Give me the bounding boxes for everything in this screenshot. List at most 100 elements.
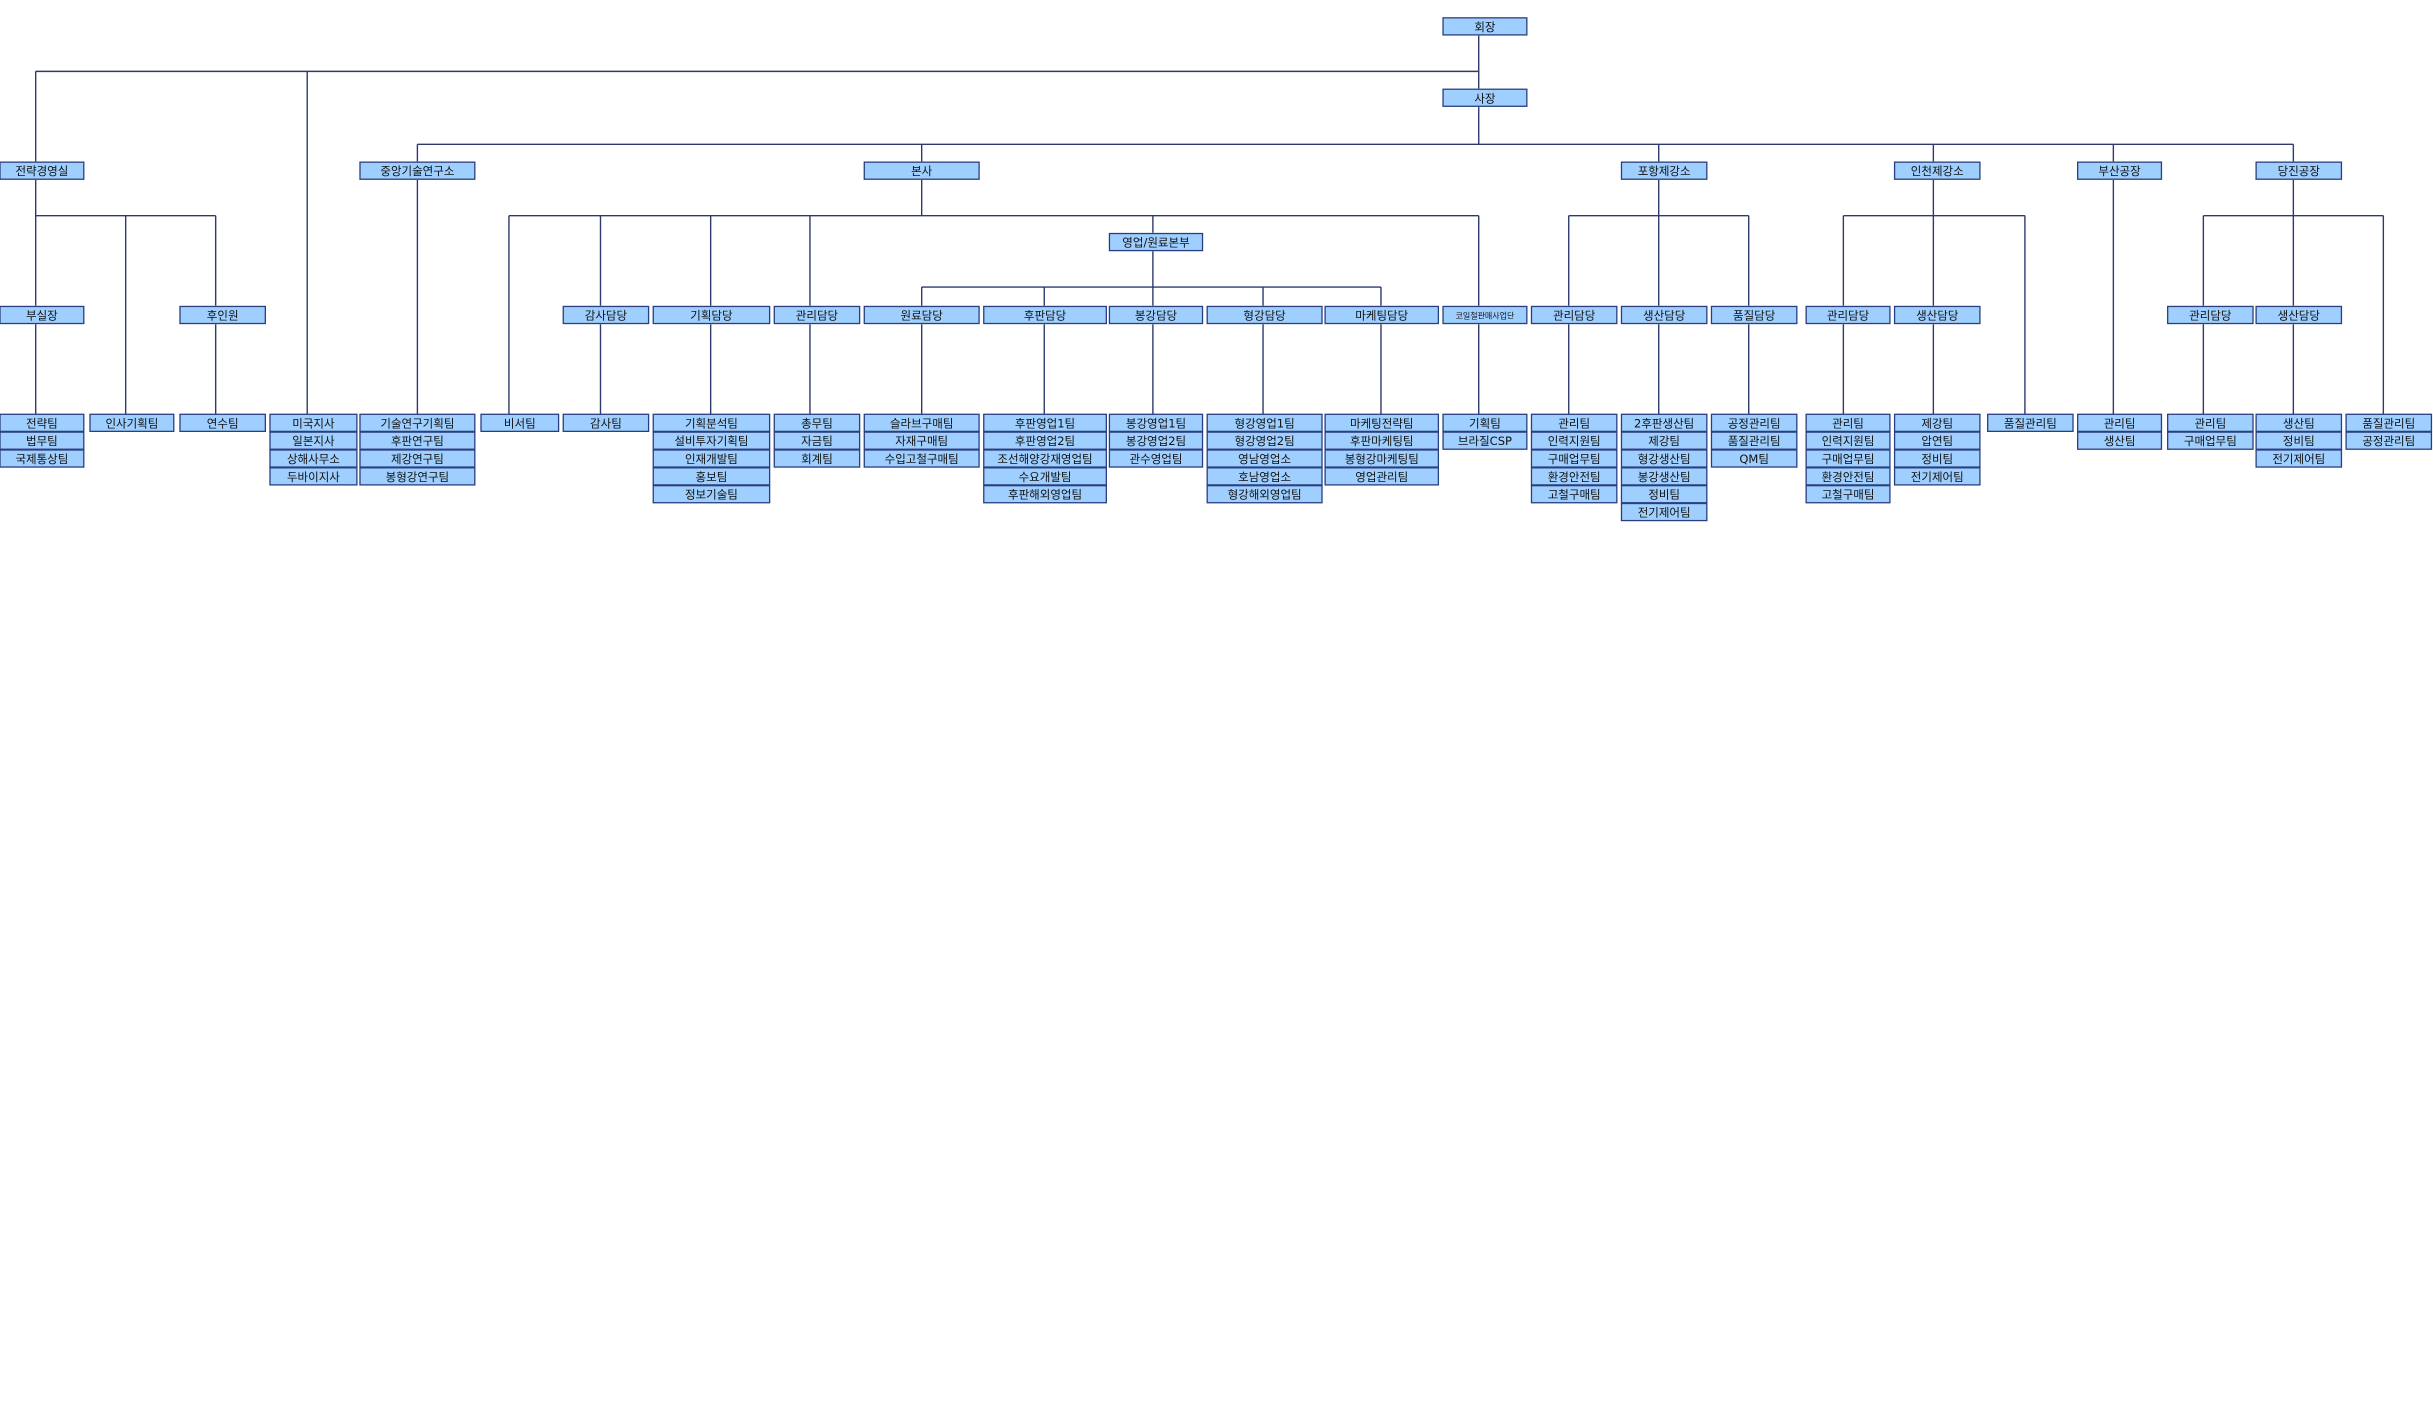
team-label-box [1620,485,1708,504]
team-label: 인사기획팀 [105,416,158,430]
team-label-box [2077,413,2163,433]
team-label: 봉강생산팀 [1638,470,1691,484]
node-label-box [179,305,266,325]
team-label: 후판영업1팀 [1015,416,1075,430]
team-label-box [1620,431,1708,450]
team-label-box [1710,431,1798,450]
node-label: 마케팅담당 [1355,308,1408,322]
team-label: 환경안전팀 [1822,470,1875,484]
team-label-box [652,413,771,433]
node-label: 전략경영실 [15,164,68,178]
node-label: 부실장 [26,308,58,322]
team-label: 전략팀 [26,416,58,430]
team-label: 상해사무소 [287,452,340,466]
node-label: 코일철판매사업단 [1455,310,1515,320]
team-label: 정보기술팀 [685,488,738,502]
team-label: 관리팀 [2104,416,2136,430]
team-label-box [983,431,1107,450]
team-label: 영업관리팀 [1355,470,1408,484]
team-label-box [0,431,85,450]
team-label: 전기제어팀 [1911,470,1964,484]
team-label: 슬라브구매팀 [890,416,953,430]
team-label-box [1805,485,1891,504]
team-label-box [1206,413,1323,433]
team-label-box [269,467,358,486]
node-label-box [1442,17,1528,36]
team-label-box [89,413,175,433]
team-label: 형강영업1팀 [1234,416,1294,430]
team-label: 봉형강연구팀 [386,470,449,484]
node-label-box [983,305,1107,325]
node-label-box [0,161,85,180]
team-label: 후판해외영업팀 [1008,488,1082,502]
team-label: 압연팀 [1921,434,1953,448]
team-label-box [2255,449,2343,468]
node-label: 당진공장 [2278,164,2321,178]
team-label-box [562,413,650,433]
node-label-box [1442,305,1528,325]
team-label: 봉형강마케팅팀 [1345,452,1419,466]
team-label: 후판연구팀 [391,434,444,448]
team-label-box [1108,431,1204,450]
team-label-box [2167,431,2254,450]
node-label-box [1206,305,1323,325]
team-label: 총무팀 [801,416,833,430]
team-label-box [652,449,771,468]
team-label: 제강팀 [1921,416,1953,430]
team-label: QM팀 [1739,452,1769,466]
team-label: 봉강영업1팀 [1126,416,1186,430]
team-label-box [1530,467,1618,486]
team-label: 조선해양강재영업팀 [997,452,1092,466]
team-label-box [2077,431,2163,450]
team-label: 수입고철구매팀 [885,452,959,466]
team-label: 형강해외영업팀 [1228,488,1302,502]
node-label: 생산담당 [1643,308,1686,322]
node-label: 생산담당 [2278,308,2321,322]
team-label: 기술연구기획팀 [380,416,454,430]
team-label: 정비팀 [1921,452,1953,466]
node-label-box [863,305,980,325]
team-label: 미국지사 [292,416,335,430]
team-label: 관리팀 [1832,416,1864,430]
node-label: 감사담당 [585,308,628,322]
team-label-box [179,413,266,433]
team-label-box [1805,431,1891,450]
team-label-box [863,413,980,433]
team-label: 정비팀 [1648,488,1680,502]
team-label-box [2255,431,2343,450]
team-label: 구매업무팀 [2184,434,2237,448]
team-label: 자재구매팀 [895,434,948,448]
node-label: 회장 [1474,20,1496,34]
team-label: 호남영업소 [1238,470,1291,484]
team-label-box [1893,431,1981,450]
team-label-box [1206,431,1323,450]
team-label-box [1206,467,1323,486]
team-label: 감사팀 [590,416,622,430]
node-label-box [2255,161,2343,180]
node-label-box [0,305,85,325]
node-label-box [2167,305,2254,325]
team-label-box [1108,449,1204,468]
team-label: 수요개발팀 [1019,470,1072,484]
node-label: 생산담당 [1916,308,1959,322]
team-label-box [1893,449,1981,468]
node-label: 형강담당 [1243,308,1286,322]
node-label: 기획담당 [690,308,733,322]
node-label: 중앙기술연구소 [380,164,454,178]
team-label: 관수영업팀 [1130,452,1183,466]
team-label-box [983,485,1107,504]
team-label-box [480,413,560,433]
team-label-box [1805,449,1891,468]
team-label: 설비투자기획팀 [674,434,748,448]
team-label-box [359,431,476,450]
node-label-box [652,305,771,325]
team-label-box [1710,449,1798,468]
node-label: 사장 [1474,91,1496,105]
node-label-box [1324,305,1440,325]
node-label-box [1530,305,1618,325]
team-label: 품질관리팀 [1728,434,1781,448]
node-label-box [359,161,476,180]
node-label-box [1108,232,1204,252]
team-label: 제강팀 [1648,434,1680,448]
node-label-box [1710,305,1798,325]
